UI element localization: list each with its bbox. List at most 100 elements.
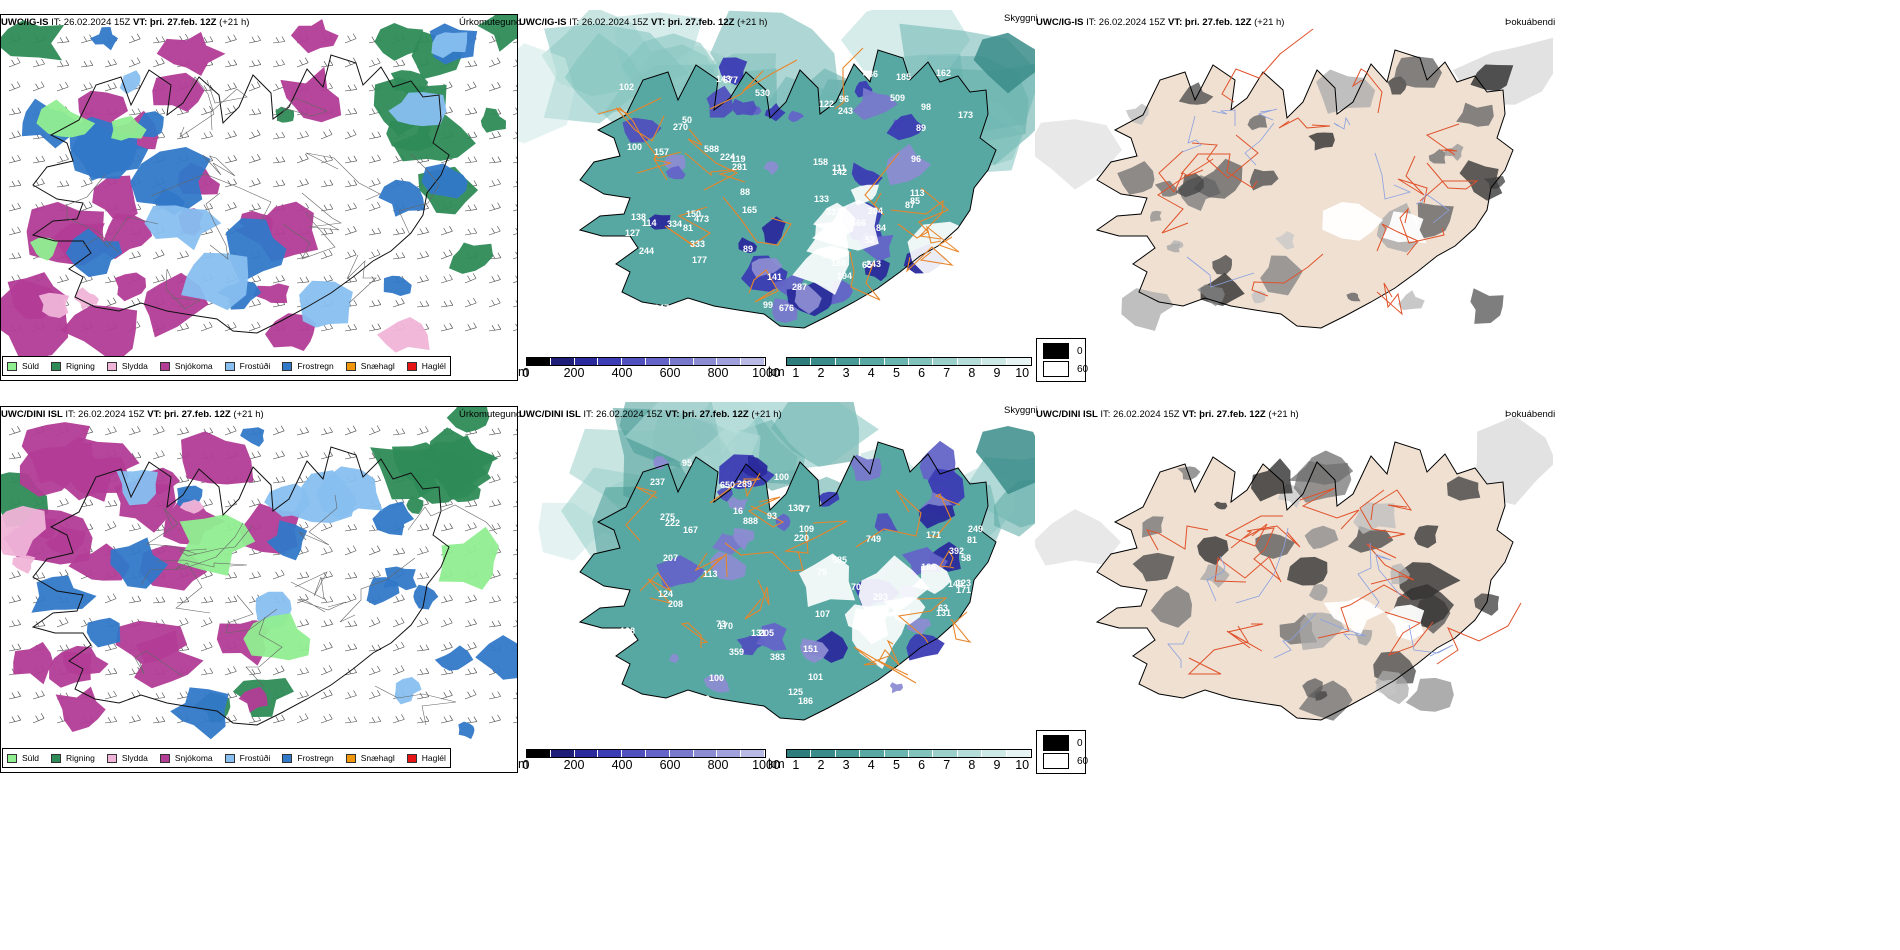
- precip-legend: Súld Rigning Slydda Snjókoma Frostúði Frostre…: [2, 356, 451, 376]
- visibility-value-label: 208: [668, 599, 683, 609]
- colorbar-cell: [860, 358, 885, 365]
- colorbar-cell: [982, 750, 1007, 757]
- colorbar-unit-km: km: [768, 757, 785, 771]
- precip-legend-label: Slydda: [121, 753, 148, 763]
- panel-title: Skyggni: [1004, 13, 1038, 24]
- precip-legend-item: Rigning: [51, 361, 95, 371]
- fog-legend-swatch: [1043, 735, 1069, 751]
- colorbar-cell: [884, 750, 910, 757]
- visibility-value-label: 150: [686, 209, 701, 219]
- visibility-value-label: 107: [815, 609, 830, 619]
- colorbar-tick-label: 2: [817, 366, 825, 380]
- precip-legend-label: Frostregn: [297, 753, 334, 763]
- visibility-value-label: 392: [949, 546, 964, 556]
- visibility-value-label: 287: [792, 282, 807, 292]
- visibility-value-label: 749: [866, 534, 881, 544]
- visibility-value-label: 157: [654, 147, 669, 157]
- visibility-value-label: 100: [709, 673, 724, 683]
- visibility-value-label: 243: [866, 259, 881, 269]
- colorbar-tick-label: 6: [918, 366, 926, 380]
- visibility-value-label: 888: [743, 516, 758, 526]
- visibility-value-label: 16: [733, 506, 743, 516]
- panel-title: Þokuábendi: [1505, 17, 1556, 28]
- precip-legend-item: Snjókoma: [159, 361, 213, 371]
- precip-legend-label: Súld: [22, 753, 40, 763]
- visibility-value-label: 333: [826, 207, 841, 217]
- colorbar-cell: [717, 750, 742, 757]
- precip-legend-label: Frostúði: [239, 361, 271, 371]
- visibility-value-label: 93: [767, 511, 777, 521]
- visibility-map-row2: 359 222 249 332 113 650 585 275 888 749 220 268 205 1…: [518, 402, 1035, 772]
- colorbar-cell: [982, 358, 1007, 365]
- visibility-value-label: 160: [822, 250, 837, 260]
- colorbar-boxes: [786, 749, 1032, 758]
- fog-legend-swatch: [1043, 343, 1069, 359]
- precip-legend-label: Snjókoma: [174, 361, 213, 371]
- colorbar-cell: [669, 750, 694, 757]
- colorbar-cell: [574, 750, 599, 757]
- visibility-value-label: 138: [631, 212, 646, 222]
- visibility-value-label: 85: [910, 196, 920, 206]
- visibility-value-label: 80: [950, 668, 960, 678]
- visibility-value-label: 486: [863, 69, 878, 79]
- precip-legend-label: Súld: [22, 361, 40, 371]
- visibility-value-label: 131: [751, 628, 766, 638]
- precip-legend-swatch: [7, 361, 17, 371]
- visibility-value-label: 224: [720, 152, 735, 162]
- visibility-value-label: 509: [890, 93, 905, 103]
- precip-legend-swatch: [106, 361, 117, 371]
- panel-title: Úrkomutegund: [459, 17, 522, 28]
- colorbar-cell: [811, 358, 836, 365]
- precip-legend-swatch: [406, 753, 417, 763]
- visibility-value-label: 81: [683, 223, 693, 233]
- colorbar-tick-label: 10: [1015, 758, 1030, 772]
- colorbar-tick-label: 200: [563, 366, 585, 380]
- precip-legend-swatch: [159, 753, 170, 763]
- visibility-value-label: 98: [921, 102, 931, 112]
- colorbar-tick-label: 8: [968, 758, 976, 772]
- visibility-value-label: 77: [800, 504, 810, 514]
- visibility-value-label: 125: [788, 687, 803, 697]
- colorbar-cell: [693, 750, 718, 757]
- colorbar-cell: [860, 750, 885, 757]
- fog-legend-item: 60: [1043, 361, 1088, 377]
- colorbar-tick-label: 8: [968, 366, 976, 380]
- precip-legend-swatch: [345, 361, 356, 371]
- colorbar-cell: [598, 358, 623, 365]
- precip-legend-item: Haglél: [406, 753, 446, 763]
- visibility-value-label: 123: [956, 578, 971, 588]
- precip-legend-item: Súld: [7, 753, 39, 763]
- precip-legend-item: Frostregn: [282, 361, 334, 371]
- visibility-value-label: 100: [774, 472, 789, 482]
- colorbar-cell: [622, 358, 646, 365]
- visibility-value-label: 293: [873, 592, 888, 602]
- visibility-value-label: 81: [967, 535, 977, 545]
- colorbar-boxes: [526, 357, 766, 366]
- visibility-value-label: 111: [832, 163, 846, 173]
- visibility-value-label: 289: [737, 479, 752, 489]
- fog-map-canvas: [1035, 28, 1553, 331]
- visibility-value-label: 141: [767, 272, 782, 282]
- visibility-value-label: 334: [667, 219, 682, 229]
- panel-title: Skyggni: [1004, 405, 1038, 416]
- colorbar-tick-label: 10: [1015, 366, 1030, 380]
- precip-legend-label: Snjókoma: [174, 753, 213, 763]
- visibility-value-label: 69: [700, 694, 710, 704]
- precip-map-canvas: [1, 407, 517, 740]
- precip-legend-item: Snæhagl: [345, 361, 395, 371]
- precip-map-canvas: [1, 15, 517, 364]
- precip-legend-label: Snæhagl: [360, 361, 395, 371]
- visibility-value-label: 101: [808, 672, 823, 682]
- visibility-value-label: 151: [803, 644, 818, 654]
- visibility-value-label: 245: [608, 239, 623, 249]
- colorbar-tick-label: 800: [707, 366, 729, 380]
- visibility-value-label: 88: [740, 187, 750, 197]
- colorbar-tick-label: 4: [867, 366, 875, 380]
- precip-legend-item: Snjókoma: [159, 753, 213, 763]
- visibility-value-label: 268: [965, 659, 980, 669]
- precip-legend-item: Haglél: [406, 361, 446, 371]
- visibility-map-canvas: 677 244 566 224 530 486 158 509 114 676 270 287 333 1…: [518, 10, 1035, 329]
- colorbar-cell: [835, 358, 861, 365]
- visibility-value-label: 473: [694, 214, 709, 224]
